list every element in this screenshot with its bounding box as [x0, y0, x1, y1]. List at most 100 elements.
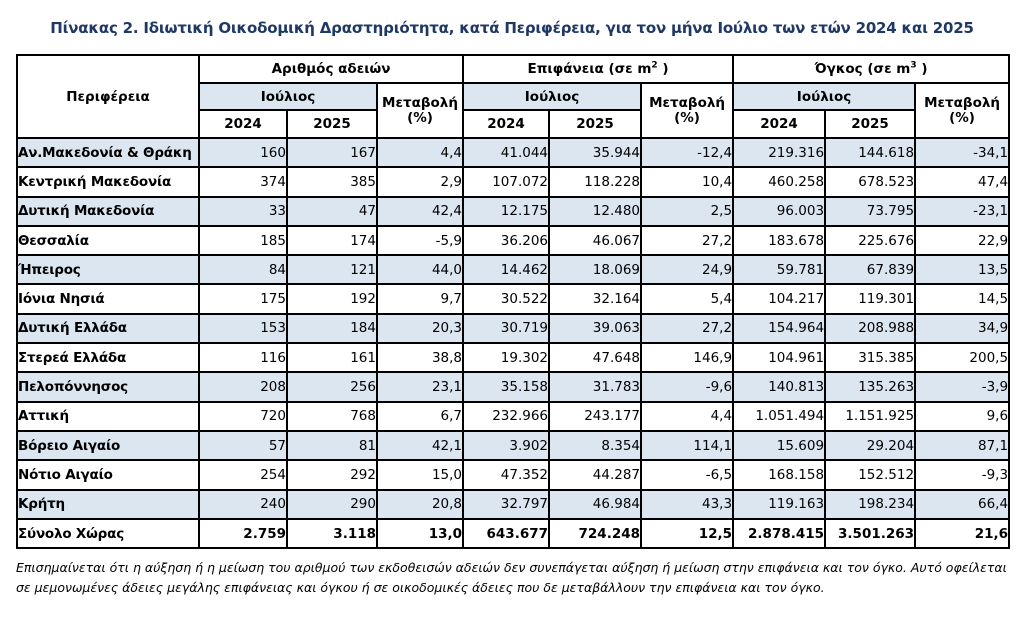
value-cell: 20,3 [375, 312, 465, 345]
value-cell: 2.878.415 [732, 517, 827, 550]
value-cell: 18.069 [548, 254, 643, 286]
value-cell: -3,9 [914, 371, 1011, 403]
value-cell: 232.966 [462, 400, 551, 432]
value-cell: 57 [198, 429, 288, 462]
value-cell: 42,1 [375, 429, 465, 462]
value-cell: 154.964 [732, 312, 827, 345]
value-cell: -34,1 [914, 136, 1011, 169]
value-cell: 44,0 [375, 254, 465, 286]
change-header-line2: (%) [949, 109, 975, 126]
table-row: Δυτική Ελλάδα 153 184 20,3 30.719 39.063 27,2 1… [16, 312, 1011, 345]
value-cell: 144.618 [824, 136, 917, 169]
value-cell: 184 [286, 312, 378, 345]
region-cell: Κεντρική Μακεδονία [16, 166, 200, 198]
value-cell: 185 [198, 224, 288, 257]
value-cell: 22,9 [914, 224, 1011, 257]
value-cell: 2.759 [198, 517, 288, 550]
value-cell: 59.781 [732, 254, 827, 286]
value-cell: 724.248 [548, 517, 643, 550]
value-cell: 34,9 [914, 312, 1011, 345]
table-row: Νότιο Αιγαίο 254 292 15,0 47.352 44.287 -6,5 16… [16, 459, 1011, 491]
table-row: Πελοπόννησος 208 256 23,1 35.158 31.783 -9,6 14… [16, 371, 1011, 403]
table-title: Πίνακας 2. Ιδιωτική Οικοδομική Δραστηριό… [50, 19, 974, 37]
value-cell: 292 [286, 459, 378, 491]
value-cell: 1.151.925 [824, 400, 917, 432]
value-cell: 198.234 [824, 488, 917, 520]
value-cell: 225.676 [824, 224, 917, 257]
value-cell: 41.044 [462, 136, 551, 169]
value-cell: 107.072 [462, 166, 551, 198]
value-cell: 643.677 [462, 517, 551, 550]
value-cell: 104.961 [732, 342, 827, 374]
value-cell: 1.051.494 [732, 400, 827, 432]
value-cell: 192 [286, 283, 378, 315]
volume-unit-superscript: 3 [910, 60, 917, 71]
table-header: Περιφέρεια Αριθμός αδειών Επιφάνεια (σε … [16, 54, 1011, 139]
value-cell: 678.523 [824, 166, 917, 198]
value-cell: 47,4 [914, 166, 1011, 198]
value-cell: 161 [286, 342, 378, 374]
value-cell: 4,4 [375, 136, 465, 169]
table-row: Ιόνια Νησιά 175 192 9,7 30.522 32.164 5,4 104.2… [16, 283, 1011, 315]
region-cell: Ήπειρος [16, 254, 200, 286]
value-cell: 167 [286, 136, 378, 169]
value-cell: 240 [198, 488, 288, 520]
value-cell: 119.301 [824, 283, 917, 315]
table-row: Κεντρική Μακεδονία 374 385 2,9 107.072 118.22… [16, 166, 1011, 198]
value-cell: 208.988 [824, 312, 917, 345]
value-cell: 39.063 [548, 312, 643, 345]
region-cell: Σύνολο Χώρας [16, 517, 200, 550]
value-cell: -5,9 [375, 224, 465, 257]
value-cell: 47 [286, 195, 378, 227]
value-cell: 38,8 [375, 342, 465, 374]
value-cell: 42,4 [375, 195, 465, 227]
value-cell: 385 [286, 166, 378, 198]
value-cell: 720 [198, 400, 288, 432]
value-cell: 3.902 [462, 429, 551, 462]
value-cell: 135.263 [824, 371, 917, 403]
value-cell: 2,5 [640, 195, 735, 227]
value-cell: -6,5 [640, 459, 735, 491]
total-row: Σύνολο Χώρας 2.759 3.118 13,0 643.677 724.248… [16, 517, 1011, 550]
value-cell: 104.217 [732, 283, 827, 315]
value-cell: 14,5 [914, 283, 1011, 315]
value-cell: 152.512 [824, 459, 917, 491]
value-cell: 768 [286, 400, 378, 432]
column-header-region: Περιφέρεια [16, 54, 200, 139]
value-cell: 96.003 [732, 195, 827, 227]
group-header-permits-label: Αριθμός αδειών [271, 61, 391, 77]
region-cell: Βόρειο Αιγαίο [16, 429, 200, 462]
value-cell: 374 [198, 166, 288, 198]
region-cell: Ιόνια Νησιά [16, 283, 200, 315]
value-cell: 67.839 [824, 254, 917, 286]
change-header-line2: (%) [407, 109, 433, 126]
value-cell: 10,4 [640, 166, 735, 198]
value-cell: 153 [198, 312, 288, 345]
value-cell: 3.118 [286, 517, 378, 550]
value-cell: -23,1 [914, 195, 1011, 227]
group-header-permits: Αριθμός αδειών [197, 54, 465, 84]
value-cell: 5,4 [640, 283, 735, 315]
value-cell: 73.795 [824, 195, 917, 227]
table-row: Στερεά Ελλάδα 116 161 38,8 19.302 47.648 146,9… [16, 342, 1011, 374]
month-header-permits: Ιούλιος [198, 82, 378, 111]
region-cell: Δυτική Μακεδονία [16, 195, 200, 227]
value-cell: 12,5 [640, 517, 735, 550]
value-cell: 43,3 [640, 488, 735, 520]
table-row: Θεσσαλία 185 174 -5,9 36.206 46.067 27,2 183.67… [16, 224, 1011, 257]
value-cell: 290 [286, 488, 378, 520]
value-cell: -9,6 [640, 371, 735, 403]
value-cell: 243.177 [548, 400, 643, 432]
group-header-surface-tail: ) [657, 61, 669, 77]
page: Πίνακας 2. Ιδιωτική Οικοδομική Δραστηριό… [0, 19, 1024, 620]
group-header-surface-label: Επιφάνεια (σε m [527, 61, 652, 77]
value-cell: 23,1 [375, 371, 465, 403]
value-cell: 12.175 [462, 195, 551, 227]
building-activity-table: Περιφέρεια Αριθμός αδειών Επιφάνεια (σε … [16, 54, 1011, 550]
value-cell: 27,2 [640, 312, 735, 345]
group-header-volume: Όγκος (σε m3 ) [732, 54, 1011, 84]
value-cell: 4,4 [640, 400, 735, 432]
value-cell: 160 [198, 136, 288, 169]
value-cell: 30.522 [462, 283, 551, 315]
value-cell: 460.258 [732, 166, 827, 198]
